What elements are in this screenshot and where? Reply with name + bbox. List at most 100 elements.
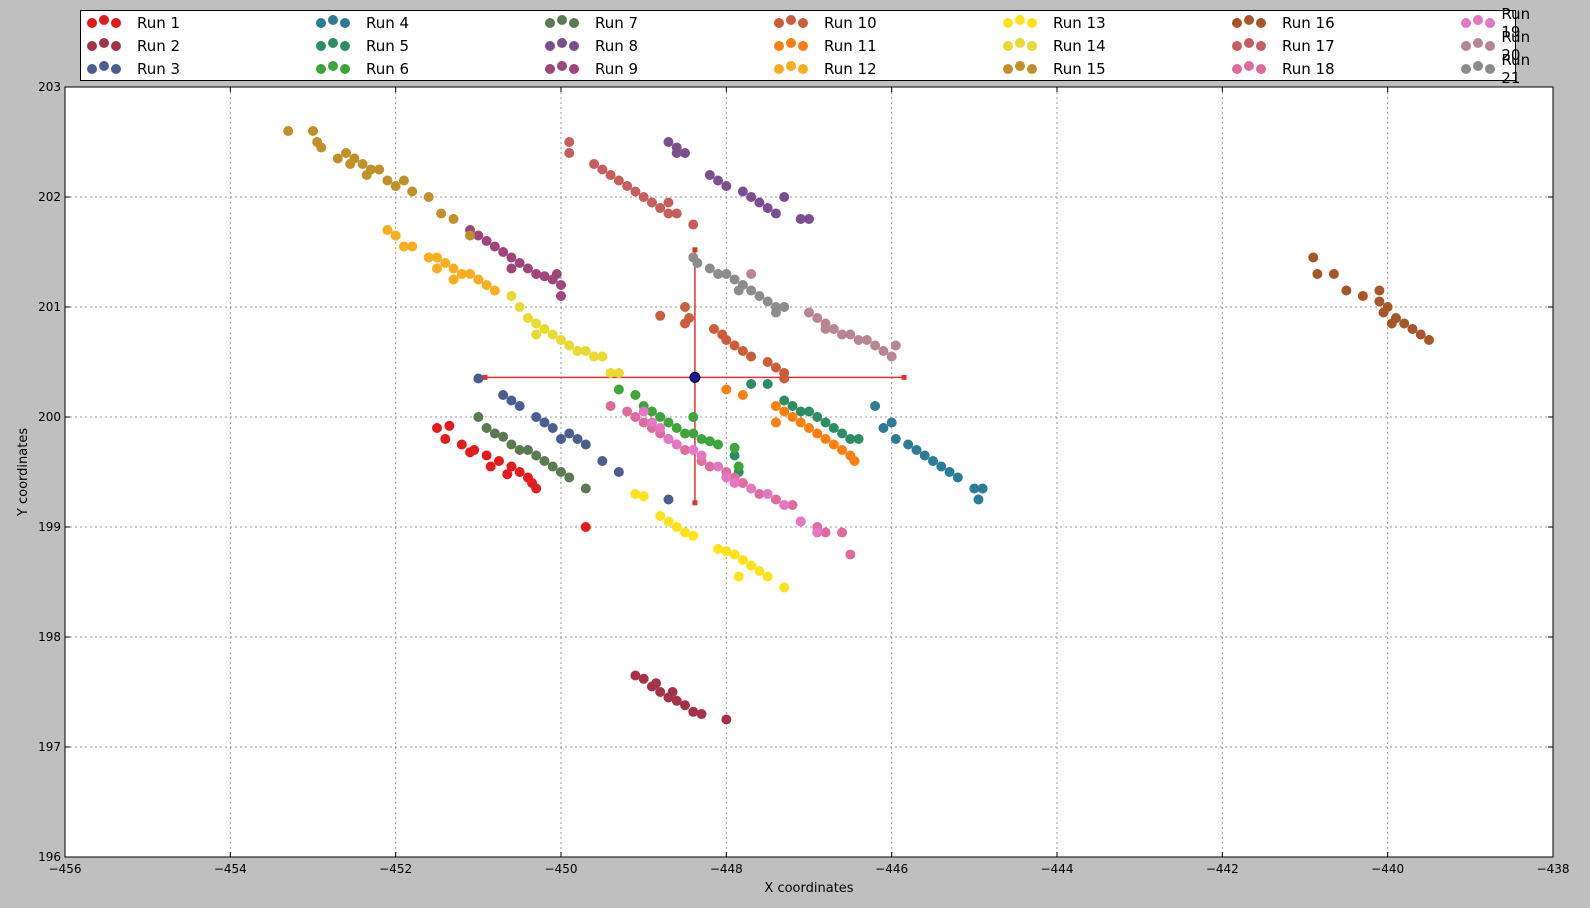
data-point xyxy=(812,428,823,439)
data-point xyxy=(770,401,781,411)
legend-label: Run 6 xyxy=(366,60,410,78)
data-point xyxy=(704,461,715,472)
data-point xyxy=(630,390,641,400)
data-point xyxy=(465,230,476,241)
data-point xyxy=(928,456,938,466)
data-point xyxy=(746,269,757,279)
data-point xyxy=(398,175,409,186)
data-point xyxy=(432,252,442,263)
data-point xyxy=(390,181,401,191)
legend-label: Run 12 xyxy=(824,60,877,78)
data-point xyxy=(605,170,616,180)
data-point xyxy=(870,401,881,411)
data-point xyxy=(680,700,690,711)
data-point xyxy=(779,373,790,384)
series-2 xyxy=(630,670,732,725)
data-point xyxy=(713,544,724,554)
legend-item: Run 9 xyxy=(545,58,638,80)
data-point xyxy=(514,467,525,477)
data-point xyxy=(440,258,451,268)
data-point xyxy=(762,489,773,499)
data-point xyxy=(485,461,496,472)
data-point xyxy=(721,181,732,191)
data-point xyxy=(473,230,484,241)
data-point xyxy=(498,390,509,400)
legend-marker xyxy=(1461,61,1495,76)
legend-marker xyxy=(1003,38,1039,53)
data-point xyxy=(762,203,773,213)
data-point xyxy=(837,527,848,538)
legend-item: Run 20 xyxy=(1461,28,1540,64)
data-point xyxy=(481,450,492,461)
data-point xyxy=(630,412,641,422)
legend-marker xyxy=(87,15,123,30)
legend-marker xyxy=(545,38,581,53)
data-point xyxy=(733,571,744,582)
data-point xyxy=(680,445,690,455)
legend-marker xyxy=(1232,61,1268,76)
data-points xyxy=(283,126,1434,725)
data-point xyxy=(613,175,624,186)
legend-marker xyxy=(1461,38,1495,53)
data-point xyxy=(423,252,434,263)
data-point xyxy=(721,714,732,725)
data-point xyxy=(1415,329,1426,340)
center-marker xyxy=(689,371,701,383)
data-point xyxy=(737,346,748,356)
legend-marker xyxy=(1003,61,1039,76)
data-point xyxy=(729,274,740,285)
data-point xyxy=(506,395,517,406)
data-point xyxy=(440,434,451,444)
data-point xyxy=(804,307,814,318)
data-point xyxy=(456,439,467,450)
data-point xyxy=(655,423,666,433)
data-point xyxy=(680,527,690,538)
legend-item: Run 15 xyxy=(1003,58,1106,80)
data-point xyxy=(465,447,476,458)
series-19 xyxy=(638,406,823,538)
data-point xyxy=(688,412,699,422)
data-point xyxy=(762,571,773,582)
data-point xyxy=(556,291,566,301)
data-point xyxy=(589,159,600,169)
data-point xyxy=(580,522,591,532)
data-point xyxy=(787,500,798,510)
legend-item: Run 10 xyxy=(774,12,877,34)
series-5 xyxy=(729,379,864,477)
data-point xyxy=(671,439,682,450)
data-point xyxy=(448,274,459,285)
legend-item: Run 4 xyxy=(316,12,409,34)
data-point xyxy=(502,469,513,480)
data-point xyxy=(1378,307,1389,318)
data-point xyxy=(597,456,608,466)
data-point xyxy=(704,170,715,180)
data-point xyxy=(754,197,765,208)
series-9 xyxy=(465,225,566,301)
data-point xyxy=(713,175,724,186)
data-point xyxy=(638,192,649,202)
data-point xyxy=(374,164,385,175)
data-point xyxy=(977,483,988,494)
data-point xyxy=(804,423,814,433)
x-tick-label: −450 xyxy=(545,862,578,876)
data-point xyxy=(432,263,442,274)
data-point xyxy=(754,566,765,576)
series-11 xyxy=(721,384,860,466)
legend-label: Run 1 xyxy=(137,14,181,32)
legend-label: Run 17 xyxy=(1282,37,1335,55)
x-tick-label: −454 xyxy=(214,862,247,876)
data-point xyxy=(779,406,790,417)
series-17 xyxy=(564,137,699,230)
series-1 xyxy=(432,420,591,532)
data-point xyxy=(506,252,517,263)
data-point xyxy=(795,406,806,417)
data-point xyxy=(432,423,442,433)
data-point xyxy=(407,241,418,252)
legend-label: Run 15 xyxy=(1053,60,1106,78)
data-point xyxy=(746,379,757,389)
data-point xyxy=(465,269,476,279)
data-point xyxy=(911,445,922,455)
data-point xyxy=(547,329,558,340)
data-point xyxy=(770,362,781,373)
data-point xyxy=(522,313,533,323)
